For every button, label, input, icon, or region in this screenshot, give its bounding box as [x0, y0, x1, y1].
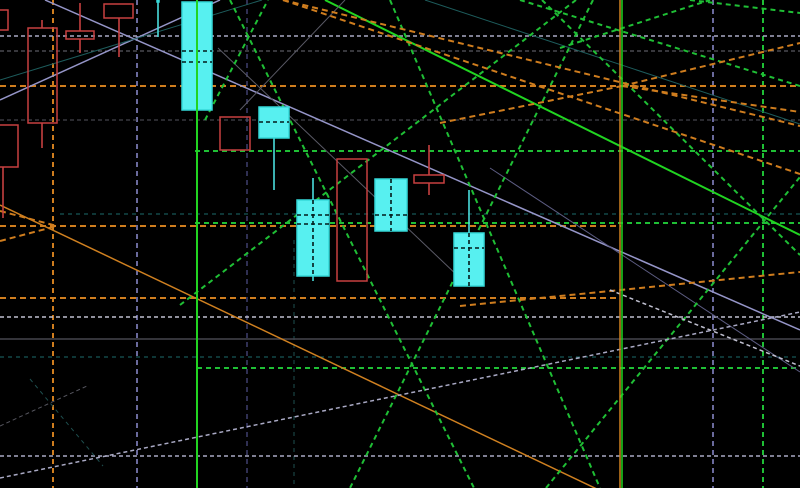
candle-body	[0, 124, 19, 168]
gann-orange-ray-a1[interactable]	[282, 0, 800, 127]
gann-green-steep-up-2[interactable]	[204, 0, 269, 121]
candle-c2-red-hollow[interactable]	[27, 20, 58, 148]
candle-c10-red-hollow[interactable]	[336, 158, 368, 282]
trend-gray-down[interactable]	[217, 47, 461, 279]
trend-teal-up[interactable]	[0, 0, 263, 81]
candle-body	[156, 0, 160, 3]
candle-body	[0, 9, 9, 31]
faint-gray-up[interactable]	[0, 385, 88, 427]
candle-c4-red-hollow[interactable]	[103, 3, 134, 57]
trend-green-solid-down[interactable]	[324, 0, 800, 236]
gann-green-up-1[interactable]	[179, 0, 577, 306]
candle-body	[103, 3, 134, 19]
candle-c1-red-hollow[interactable]	[0, 9, 9, 31]
overlay-lines-top-layer	[196, 0, 623, 488]
gann-green-down-2[interactable]	[541, 0, 800, 256]
candle-body	[65, 30, 95, 40]
candle-c3-red-hollow[interactable]	[65, 3, 95, 53]
trend-gray-up[interactable]	[239, 0, 346, 111]
trend-lavender-down[interactable]	[44, 0, 800, 331]
trend-teal-down[interactable]	[424, 0, 800, 125]
gann-green-down-3[interactable]	[519, 0, 800, 87]
trend-navy-down[interactable]	[489, 167, 800, 373]
trend-orange-solid-down[interactable]	[0, 204, 620, 488]
gann-green-down-4[interactable]	[689, 0, 800, 14]
channel-white-down[interactable]	[609, 289, 800, 367]
gann-green-steep-down-1[interactable]	[229, 0, 475, 488]
candle-marks-layer	[182, 50, 484, 286]
candle-c7-red-hollow[interactable]	[219, 116, 251, 151]
channel-white-up[interactable]	[0, 311, 800, 479]
gann-orange-ray-b2[interactable]	[621, 42, 800, 87]
candle-body	[219, 116, 251, 151]
candle-c5-cyan-filled[interactable]	[156, 0, 160, 37]
candle-c12-red-hollow[interactable]	[413, 145, 445, 195]
gann-orange-ray-b3[interactable]	[439, 85, 623, 124]
gann-green-up-2[interactable]	[545, 176, 800, 488]
gann-green-steep-down-2[interactable]	[389, 0, 601, 488]
gann-orange-ray-a2[interactable]	[282, 0, 800, 175]
candle-body	[413, 174, 445, 184]
candle-body	[27, 27, 58, 124]
candle-body	[336, 158, 368, 282]
candle-c0-red-hollow[interactable]	[0, 124, 19, 218]
gann-orange-up-right[interactable]	[459, 271, 800, 307]
faint-teal-down[interactable]	[29, 378, 104, 467]
